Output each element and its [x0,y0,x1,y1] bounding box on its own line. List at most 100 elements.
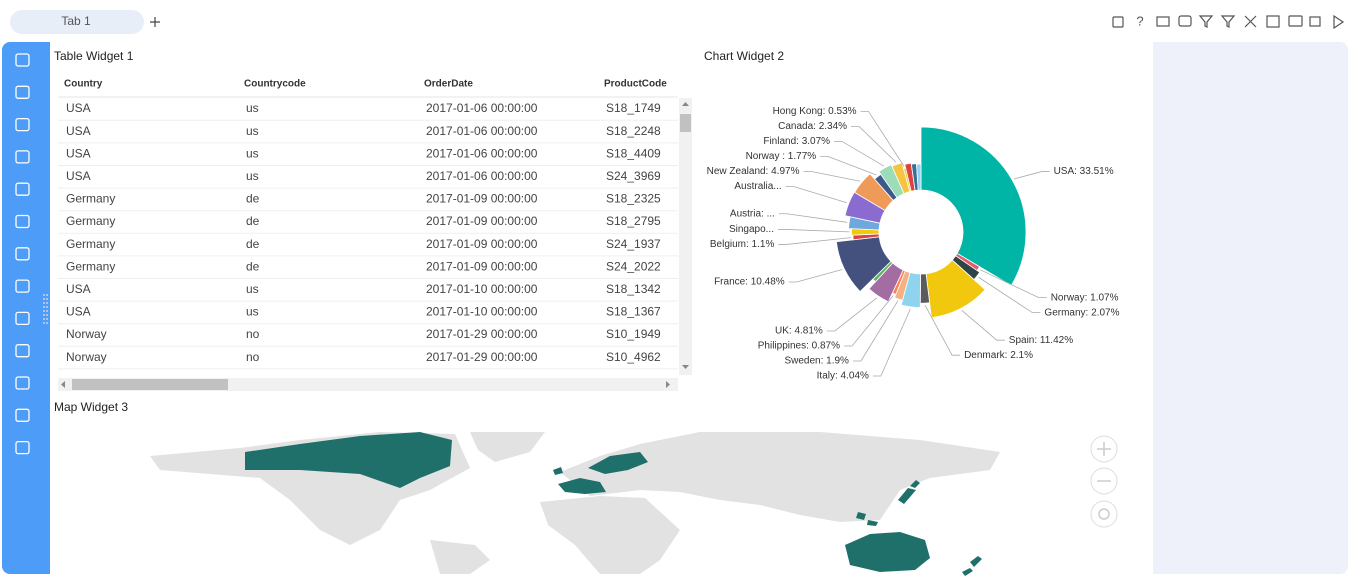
sidebar-icon[interactable] [15,344,30,358]
column-header: Country [64,79,103,90]
sidebar-icon[interactable] [15,408,30,422]
highlight-australia [845,532,930,572]
table-cell: 2017-01-10 00:00:00 [426,305,538,319]
leader-line [978,276,1041,314]
table-cell: S18_1342 [606,282,661,296]
data-label: Australia... [734,181,781,192]
highlight-scandinavia [588,452,648,474]
leader-line [860,111,905,167]
sidebar-icon[interactable] [15,85,30,99]
sidebar-icon[interactable] [15,247,30,261]
table-cell: 2017-01-06 00:00:00 [426,101,538,115]
sidebar-icon[interactable] [15,53,30,67]
mail-icon[interactable] [1156,16,1170,27]
table-cell: USA [66,282,91,296]
widget-title: Table Widget 1 [54,49,134,63]
table-cell: 2017-01-09 00:00:00 [426,192,538,206]
world-map [150,432,1000,576]
leader-line [872,308,911,377]
add-tab[interactable] [150,17,160,27]
data-label: Austria: ... [730,208,775,219]
table-cell: Germany [66,214,115,228]
table-cell: no [246,327,260,341]
filter-icon[interactable] [1220,15,1236,28]
table-cell: S10_1949 [606,327,661,341]
column-header: OrderDate [424,79,473,90]
help-icon[interactable]: ? [1136,13,1143,28]
table-cell: us [246,101,259,115]
pie-hole [880,191,962,273]
table-cell: 2017-01-09 00:00:00 [426,237,538,251]
table-cell: S18_1367 [606,305,661,319]
sidebar-icon[interactable] [15,440,30,455]
pie-slice [920,126,1027,287]
sidebar-icon[interactable] [15,117,30,132]
reset-view[interactable] [1090,500,1118,528]
table-cell: 2017-01-10 00:00:00 [426,282,538,296]
tab[interactable] [10,10,144,34]
table-cell: S24_1937 [606,237,661,251]
resize-handle[interactable] [43,294,48,324]
table-cell: Germany [66,192,115,206]
reset-glyph[interactable] [1098,508,1110,520]
data-label: Canada: 2.34% [778,121,847,132]
tools-icon[interactable] [1244,15,1257,28]
clear-filter-icon[interactable] [1198,15,1214,28]
table-cell: Germany [66,259,115,273]
screen-icon[interactable] [1288,15,1303,27]
table-cell: 2017-01-06 00:00:00 [426,146,538,160]
highlight-japan [898,480,920,504]
table-cell: S18_1749 [606,101,661,115]
table-cell: S18_2325 [606,192,661,206]
highlight-new-zealand [962,556,982,576]
comment-icon[interactable] [1178,15,1192,27]
table-cell: S18_4409 [606,146,661,160]
h-scroll-thumb[interactable] [72,379,228,390]
highlight-canada [245,432,452,488]
data-label: Belgium: 1.1% [710,239,775,250]
leader-line [778,237,852,245]
table-cell: USA [66,124,91,138]
data-label: France: 10.48% [714,277,785,288]
sidebar-icon[interactable] [15,279,30,293]
table-cell: us [246,124,259,138]
eurasia [560,432,1000,522]
widget-title: Chart Widget 2 [704,49,784,63]
sidebar-icon[interactable] [15,182,30,196]
data-label: Philippines: 0.87% [758,341,840,352]
table-icon[interactable] [1266,15,1280,28]
devices-icon[interactable] [1309,16,1321,27]
data-label: Spain: 11.42% [1009,335,1073,346]
data-label: UK: 4.81% [775,326,823,337]
leader-line [826,297,878,332]
table-cell: us [246,305,259,319]
sidebar-icon[interactable] [15,150,30,164]
table-cell: de [246,214,260,228]
highlight-europe [558,478,606,494]
v-scrollbar[interactable] [679,98,692,375]
tab-label[interactable]: Tab 1 [61,14,91,28]
save-icon[interactable] [1112,16,1124,28]
data-label: Germany: 2.07% [1044,307,1119,318]
sidebar-icon[interactable] [15,311,30,326]
sidebar-edge [42,42,50,574]
v-scroll-thumb[interactable] [680,114,691,132]
zoom-in-glyph[interactable] [1097,442,1111,456]
toolbar: ? [1112,13,1345,30]
table-cell: Norway [66,327,107,341]
sidebar-icon[interactable] [15,376,30,390]
play-icon[interactable] [1333,14,1345,30]
table-cell: 2017-01-09 00:00:00 [426,214,538,228]
table-cell: 2017-01-06 00:00:00 [426,169,538,183]
table-cell: no [246,350,260,364]
column-header: Countrycode [244,79,306,90]
leader-line [820,156,877,176]
leader-line [924,304,961,356]
data-label: USA: 33.51% [1054,166,1114,177]
data-label: Finland: 3.07% [763,136,830,147]
sidebar-icon[interactable] [15,214,30,229]
sidebar-icons [15,53,30,455]
